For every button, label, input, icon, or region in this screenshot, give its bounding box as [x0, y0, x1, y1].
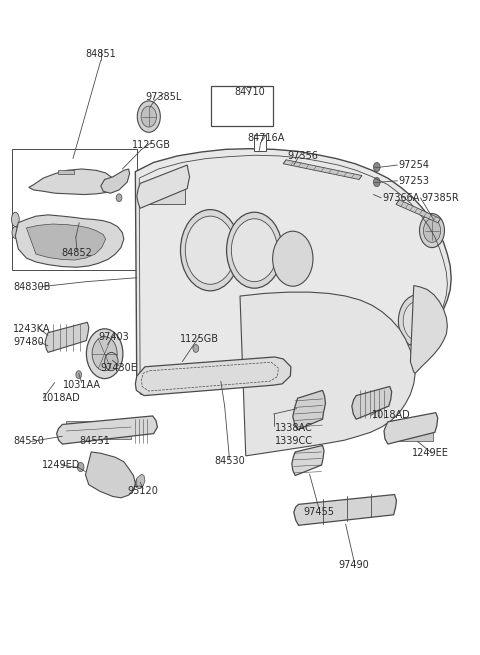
Circle shape — [92, 337, 117, 371]
Polygon shape — [135, 357, 291, 396]
Circle shape — [116, 194, 122, 202]
Circle shape — [141, 106, 156, 127]
Polygon shape — [58, 170, 74, 174]
Text: 97480: 97480 — [13, 337, 44, 347]
Text: 84551: 84551 — [79, 436, 110, 447]
Bar — [66, 421, 131, 439]
Text: 97385R: 97385R — [421, 193, 459, 203]
Circle shape — [373, 162, 380, 172]
Circle shape — [403, 301, 432, 341]
Bar — [251, 375, 259, 384]
Text: 95120: 95120 — [128, 486, 158, 496]
Text: 84851: 84851 — [85, 48, 116, 59]
Polygon shape — [26, 224, 106, 260]
Polygon shape — [292, 445, 324, 476]
Text: 97403: 97403 — [99, 331, 130, 342]
Polygon shape — [283, 160, 362, 179]
Text: 97253: 97253 — [398, 176, 430, 186]
Circle shape — [185, 216, 235, 284]
Circle shape — [86, 329, 123, 379]
Circle shape — [398, 295, 437, 347]
Text: 97366A: 97366A — [382, 193, 420, 203]
Circle shape — [423, 219, 441, 242]
Circle shape — [180, 210, 240, 291]
Circle shape — [373, 178, 380, 187]
Polygon shape — [352, 386, 392, 419]
Text: 84550: 84550 — [13, 436, 44, 447]
Text: 1125GB: 1125GB — [132, 140, 171, 151]
Bar — [211, 86, 273, 126]
Text: 97356: 97356 — [287, 151, 318, 161]
Text: 84716A: 84716A — [248, 132, 285, 143]
Polygon shape — [29, 169, 115, 195]
Polygon shape — [45, 322, 89, 352]
Circle shape — [227, 212, 282, 288]
Text: 97455: 97455 — [304, 507, 335, 517]
Circle shape — [273, 231, 313, 286]
Ellipse shape — [12, 227, 19, 238]
Circle shape — [135, 478, 143, 489]
Polygon shape — [137, 165, 190, 208]
Text: 97430E: 97430E — [101, 363, 137, 373]
Bar — [390, 423, 433, 441]
Bar — [254, 135, 266, 151]
Polygon shape — [396, 200, 441, 223]
Text: 1339CC: 1339CC — [275, 436, 312, 447]
Text: 84530: 84530 — [214, 456, 245, 466]
Circle shape — [193, 345, 199, 352]
Text: 84830B: 84830B — [13, 282, 51, 292]
Polygon shape — [101, 169, 130, 193]
Circle shape — [108, 466, 123, 487]
Polygon shape — [57, 416, 157, 444]
Polygon shape — [85, 452, 135, 498]
Text: 97385L: 97385L — [145, 92, 181, 102]
Text: 84710: 84710 — [234, 86, 265, 97]
Polygon shape — [135, 149, 451, 386]
Polygon shape — [240, 292, 415, 456]
Polygon shape — [15, 215, 124, 267]
Polygon shape — [410, 286, 447, 373]
Text: 1249ED: 1249ED — [42, 460, 81, 470]
Text: 1125GB: 1125GB — [180, 334, 219, 345]
Circle shape — [142, 419, 151, 432]
Polygon shape — [294, 495, 396, 525]
Polygon shape — [384, 413, 438, 444]
Text: 1243KA: 1243KA — [13, 324, 51, 334]
Circle shape — [211, 370, 219, 381]
Text: 1031AA: 1031AA — [62, 380, 101, 390]
Text: 84852: 84852 — [61, 248, 92, 258]
Ellipse shape — [12, 212, 19, 227]
Text: 1249EE: 1249EE — [412, 448, 449, 458]
Text: 1018AD: 1018AD — [372, 410, 410, 421]
Text: 97254: 97254 — [398, 160, 430, 170]
Text: 1338AC: 1338AC — [275, 423, 312, 434]
Text: 97490: 97490 — [339, 559, 370, 570]
Circle shape — [266, 415, 273, 424]
Polygon shape — [137, 474, 145, 486]
Circle shape — [231, 219, 277, 282]
Circle shape — [105, 352, 118, 371]
Circle shape — [111, 471, 120, 483]
Circle shape — [137, 101, 160, 132]
Polygon shape — [293, 390, 325, 430]
Text: 1018AD: 1018AD — [42, 393, 81, 403]
Circle shape — [76, 371, 82, 379]
Bar — [142, 186, 185, 204]
Circle shape — [77, 462, 84, 472]
Circle shape — [420, 214, 444, 248]
Bar — [12, 149, 137, 270]
